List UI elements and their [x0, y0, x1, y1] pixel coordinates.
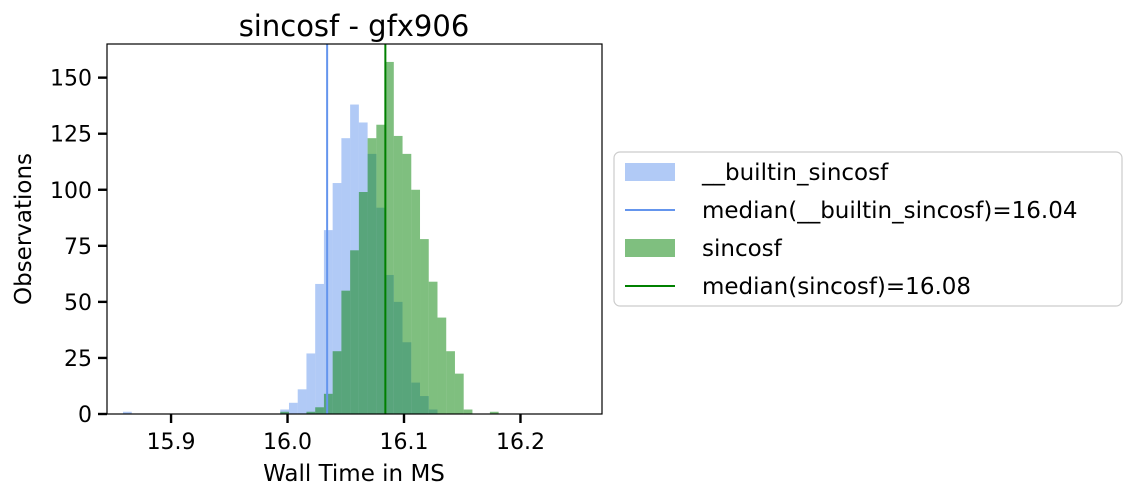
- bar-series1-bin11: [393, 135, 403, 414]
- bar-series1-bin18: [454, 373, 464, 414]
- bar-series0-bin3: [297, 389, 307, 414]
- legend-label-2: sincosf: [702, 236, 783, 262]
- y-tick-label-6: 150: [50, 67, 92, 92]
- bar-series1-bin4: [332, 351, 342, 414]
- legend-swatch-0: [625, 163, 675, 181]
- bar-series0-bin2: [288, 402, 298, 414]
- bar-series1-bin13: [411, 189, 421, 414]
- bar-series1-bin12: [402, 153, 412, 414]
- bar-series1-bin6: [350, 250, 359, 414]
- histogram-bars: [123, 61, 499, 415]
- x-axis-ticks: 15.9 16.0 16.1 16.2: [147, 414, 545, 455]
- plot-frame: [106, 43, 603, 415]
- x-tick-label-3: 16.2: [496, 430, 545, 455]
- bar-series1-bin0: [280, 411, 289, 414]
- bar-series1-bin3: [323, 393, 333, 414]
- median-lines: [326, 44, 387, 414]
- legend-label-0: __builtin_sincosf: [701, 160, 889, 186]
- legend-box: [613, 151, 1123, 307]
- y-axis-label: Observations: [11, 153, 37, 305]
- chart-title: sincosf - gfx906: [239, 9, 470, 43]
- bar-series0-bin7: [332, 183, 342, 414]
- y-tick-label-4: 100: [50, 179, 92, 204]
- bar-series1-bin9: [376, 124, 386, 415]
- bar-series0-bin0: [123, 411, 132, 414]
- y-tick-label-2: 50: [64, 291, 92, 316]
- legend-label-1: median(__builtin_sincosf)=16.04: [702, 198, 1077, 224]
- bar-series0-bin6: [323, 230, 333, 414]
- y-axis-ticks: 0 25 50 75 100 125 150: [50, 67, 107, 428]
- legend: __builtin_sincosf median(__builtin_sincos…: [613, 151, 1123, 307]
- bar-series1-bin1: [306, 411, 316, 414]
- bar-series1-bin7: [358, 192, 368, 414]
- bar-series1-bin17: [446, 351, 455, 414]
- y-tick-label-0: 0: [78, 403, 92, 428]
- bar-series1-bin15: [428, 281, 438, 414]
- bar-series0-bin4: [306, 353, 316, 414]
- x-tick-label-1: 16.0: [263, 430, 312, 455]
- bar-series1-bin8: [367, 138, 377, 414]
- x-tick-label-2: 16.1: [380, 430, 429, 455]
- bar-series1-bin19: [463, 409, 473, 414]
- y-tick-label-5: 125: [50, 123, 92, 148]
- bar-series1-bin10: [385, 61, 394, 414]
- bar-series1-bin14: [420, 239, 429, 414]
- legend-swatch-2: [625, 239, 675, 257]
- bar-series0-bin5: [315, 283, 324, 414]
- bar-series1-bin2: [315, 407, 324, 414]
- y-tick-label-1: 25: [64, 347, 92, 372]
- legend-label-3: median(sincosf)=16.08: [702, 274, 971, 300]
- x-axis-label: Wall Time in MS: [263, 461, 445, 487]
- bar-series1-bin16: [437, 317, 447, 414]
- bar-series0-bin8: [341, 138, 351, 414]
- bar-series1-bin5: [341, 290, 351, 414]
- bar-series1-bin20: [489, 411, 499, 414]
- x-tick-label-0: 15.9: [147, 430, 196, 455]
- y-tick-label-3: 75: [64, 235, 92, 260]
